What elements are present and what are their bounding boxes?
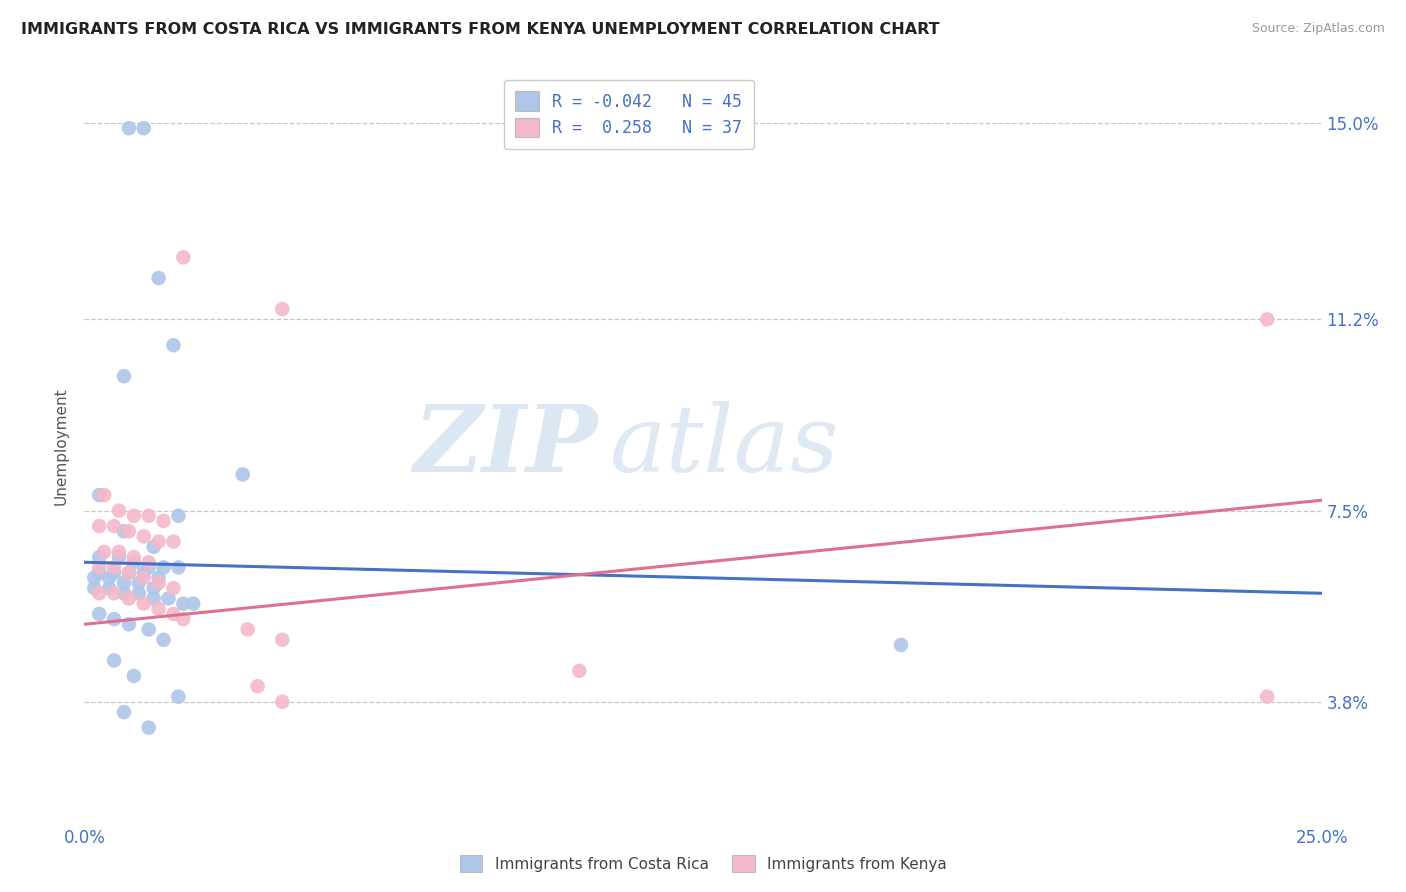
Point — [122, 669, 145, 683]
Point — [112, 524, 135, 539]
Point — [138, 623, 160, 637]
Text: IMMIGRANTS FROM COSTA RICA VS IMMIGRANTS FROM KENYA UNEMPLOYMENT CORRELATION CHA: IMMIGRANTS FROM COSTA RICA VS IMMIGRANTS… — [21, 22, 939, 37]
Point — [118, 524, 141, 539]
Point — [181, 597, 204, 611]
Legend: R = -0.042   N = 45, R =  0.258   N = 37: R = -0.042 N = 45, R = 0.258 N = 37 — [503, 79, 754, 149]
Point — [89, 488, 111, 502]
Point — [167, 508, 190, 523]
Point — [271, 632, 294, 647]
Point — [157, 591, 180, 606]
Point — [103, 653, 125, 667]
Point — [132, 597, 155, 611]
Point — [172, 597, 194, 611]
Point — [128, 576, 150, 591]
Point — [89, 607, 111, 621]
Point — [148, 271, 170, 285]
Point — [142, 591, 165, 606]
Point — [108, 550, 131, 565]
Point — [138, 560, 160, 574]
Point — [172, 612, 194, 626]
Point — [148, 576, 170, 591]
Point — [138, 508, 160, 523]
Point — [148, 534, 170, 549]
Point — [122, 550, 145, 565]
Point — [122, 555, 145, 569]
Point — [89, 560, 111, 574]
Legend: Immigrants from Costa Rica, Immigrants from Kenya: Immigrants from Costa Rica, Immigrants f… — [451, 847, 955, 880]
Text: atlas: atlas — [610, 401, 839, 491]
Point — [152, 514, 174, 528]
Point — [890, 638, 912, 652]
Point — [118, 591, 141, 606]
Point — [89, 519, 111, 533]
Point — [112, 705, 135, 719]
Point — [271, 695, 294, 709]
Point — [108, 545, 131, 559]
Point — [103, 560, 125, 574]
Point — [118, 566, 141, 580]
Point — [112, 369, 135, 384]
Point — [128, 586, 150, 600]
Point — [138, 555, 160, 569]
Point — [172, 251, 194, 265]
Point — [132, 571, 155, 585]
Point — [138, 721, 160, 735]
Point — [98, 571, 121, 585]
Point — [103, 612, 125, 626]
Point — [162, 534, 184, 549]
Point — [152, 632, 174, 647]
Point — [93, 488, 115, 502]
Point — [142, 540, 165, 554]
Point — [103, 519, 125, 533]
Point — [162, 581, 184, 595]
Point — [1256, 690, 1278, 704]
Point — [118, 121, 141, 136]
Point — [83, 581, 105, 595]
Text: Source: ZipAtlas.com: Source: ZipAtlas.com — [1251, 22, 1385, 36]
Point — [89, 550, 111, 565]
Text: ZIP: ZIP — [413, 401, 598, 491]
Point — [122, 508, 145, 523]
Point — [83, 571, 105, 585]
Point — [152, 560, 174, 574]
Point — [98, 581, 121, 595]
Point — [108, 503, 131, 517]
Point — [103, 586, 125, 600]
Point — [112, 576, 135, 591]
Point — [118, 566, 141, 580]
Point — [271, 301, 294, 316]
Point — [236, 623, 259, 637]
Point — [1256, 312, 1278, 326]
Point — [167, 690, 190, 704]
Point — [162, 607, 184, 621]
Point — [112, 586, 135, 600]
Point — [132, 566, 155, 580]
Point — [167, 560, 190, 574]
Point — [132, 529, 155, 543]
Point — [118, 617, 141, 632]
Point — [93, 545, 115, 559]
Point — [148, 601, 170, 615]
Point — [568, 664, 591, 678]
Point — [89, 566, 111, 580]
Point — [232, 467, 254, 482]
Point — [89, 586, 111, 600]
Point — [142, 581, 165, 595]
Y-axis label: Unemployment: Unemployment — [53, 387, 69, 505]
Point — [103, 566, 125, 580]
Point — [148, 571, 170, 585]
Point — [162, 338, 184, 352]
Point — [132, 121, 155, 136]
Point — [246, 679, 269, 693]
